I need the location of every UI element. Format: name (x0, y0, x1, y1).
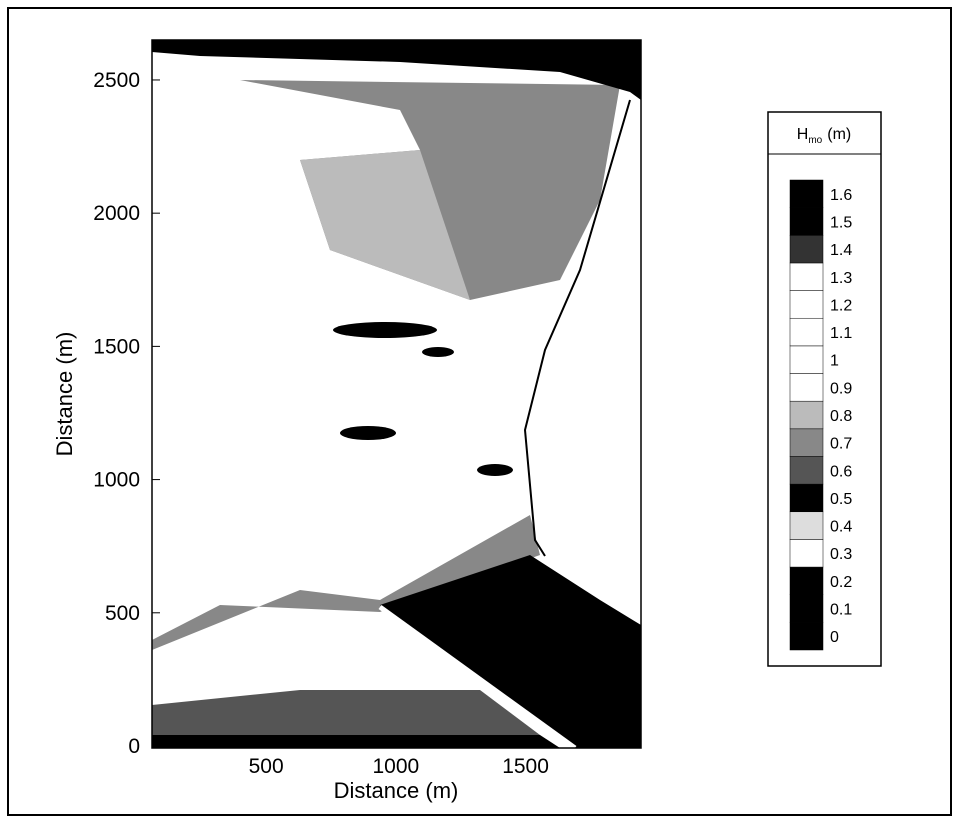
region (333, 322, 437, 338)
colorbar-swatch (790, 208, 823, 236)
colorbar-swatch (790, 291, 823, 319)
colorbar-label: 0 (830, 629, 839, 646)
colorbar-swatch (790, 401, 823, 429)
y-tick-label: 2000 (93, 202, 140, 225)
x-axis-label: Distance (m) (334, 778, 459, 803)
colorbar-swatch (790, 346, 823, 374)
colorbar-swatch (790, 374, 823, 402)
colorbar-label: 0.5 (830, 491, 852, 508)
colorbar-title-main: H (797, 126, 809, 143)
colorbar-swatch (790, 180, 823, 208)
colorbar-swatch (790, 539, 823, 567)
y-tick-label: 500 (105, 602, 140, 625)
colorbar-label: 1 (830, 353, 839, 370)
colorbar-label: 0.1 (830, 602, 852, 619)
colorbar-label: 1.6 (830, 187, 852, 204)
colorbar-swatch (790, 512, 823, 540)
colorbar-label: 0.2 (830, 574, 852, 591)
y-tick-label: 0 (128, 735, 140, 758)
colorbar-label: 1.1 (830, 325, 852, 342)
colorbar-label: 0.7 (830, 436, 852, 453)
region (422, 347, 454, 357)
colorbar-swatch (790, 235, 823, 263)
y-tick-label: 2500 (93, 69, 140, 92)
region (152, 735, 560, 748)
colorbar-swatch (790, 622, 823, 650)
colorbar-box (768, 112, 881, 666)
colorbar-label: 0.3 (830, 546, 852, 563)
x-tick-label: 1500 (502, 755, 549, 778)
colorbar-title-sub: mo (808, 135, 822, 146)
colorbar-label: 1.5 (830, 214, 852, 231)
colorbar-label: 0.8 (830, 408, 852, 425)
colorbar-swatch (790, 595, 823, 623)
x-tick-label: 500 (249, 755, 284, 778)
field (152, 40, 641, 748)
colorbar-swatch (790, 567, 823, 595)
chart: Distance (m) Distance (m) Hmo(m) 5001000… (0, 0, 959, 823)
colorbar-swatch (790, 318, 823, 346)
colorbar-label: 1.4 (830, 242, 852, 259)
colorbar-label: 0.9 (830, 380, 852, 397)
colorbar-swatch (790, 456, 823, 484)
y-tick-label: 1000 (93, 469, 140, 492)
region (477, 464, 513, 476)
colorbar-title-unit: (m) (827, 126, 851, 143)
y-tick-label: 1500 (93, 335, 140, 358)
region (340, 426, 396, 440)
x-tick-label: 1000 (372, 755, 419, 778)
y-axis-label: Distance (m) (52, 332, 77, 457)
colorbar-label: 0.4 (830, 519, 852, 536)
colorbar-label: 0.6 (830, 463, 852, 480)
colorbar-label: 1.3 (830, 270, 852, 287)
colorbar-swatch (790, 484, 823, 512)
colorbar-label: 1.2 (830, 297, 852, 314)
colorbar-swatch (790, 429, 823, 457)
colorbar-swatch (790, 263, 823, 291)
